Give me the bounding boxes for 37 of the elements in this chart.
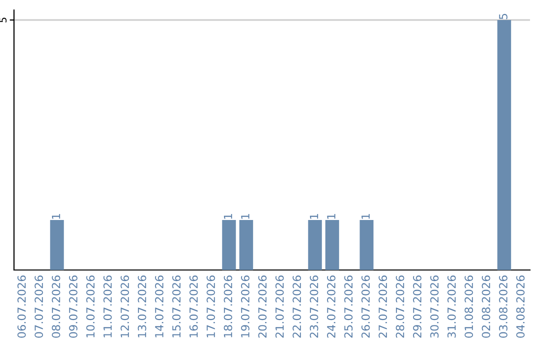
x-tick-label: 16.07.2026	[189, 276, 198, 338]
x-tick-label: 22.07.2026	[292, 276, 302, 338]
data-label: 1	[224, 214, 232, 219]
data-label: 5	[499, 14, 508, 20]
data-label: 1	[310, 214, 318, 219]
x-tick-label: 13.07.2026	[138, 276, 146, 338]
x-tick-label: 02.08.2026	[482, 276, 490, 338]
x-tick-label: 15.07.2026	[172, 276, 181, 338]
data-label: 1	[327, 214, 336, 219]
x-tick-label: 19.07.2026	[241, 276, 250, 338]
x-tick-label: 27.07.2026	[378, 276, 388, 338]
x-tick-label: 24.07.2026	[327, 276, 336, 338]
x-tick-label: 30.07.2026	[430, 276, 439, 338]
x-tick-label: 07.07.2026	[34, 276, 44, 338]
x-tick-label: 28.07.2026	[396, 276, 404, 338]
x-tick-label: 25.07.2026	[344, 276, 353, 338]
x-tick-label: 31.07.2026	[447, 276, 456, 338]
x-tick-label: 09.07.2026	[69, 276, 78, 338]
x-tick-label: 26.07.2026	[361, 276, 370, 338]
x-tick-label: 23.07.2026	[310, 276, 318, 338]
x-tick-label: 12.07.2026	[120, 276, 130, 338]
x-tick-label: 18.07.2026	[224, 276, 232, 338]
x-tick-label: 01.08.2026	[464, 276, 474, 338]
x-tick-label: 03.08.2026	[499, 276, 508, 338]
x-tick-label: 21.07.2026	[275, 276, 284, 338]
x-tick-label: 17.07.2026	[206, 276, 216, 338]
data-label: 1	[362, 214, 370, 219]
x-tick-label: 11.07.2026	[103, 276, 112, 338]
x-tick-label: 08.07.2026	[52, 276, 60, 338]
data-label: 1	[52, 214, 60, 219]
x-tick-label: 20.07.2026	[258, 276, 267, 338]
data-label: 1	[241, 214, 250, 219]
x-tick-label: 04.08.2026	[516, 276, 525, 338]
x-tick-label: 29.07.2026	[413, 276, 422, 338]
x-tick-label: 06.07.2026	[17, 276, 26, 338]
x-tick-label: 14.07.2026	[155, 276, 164, 338]
x-tick-label: 10.07.2026	[86, 276, 95, 338]
